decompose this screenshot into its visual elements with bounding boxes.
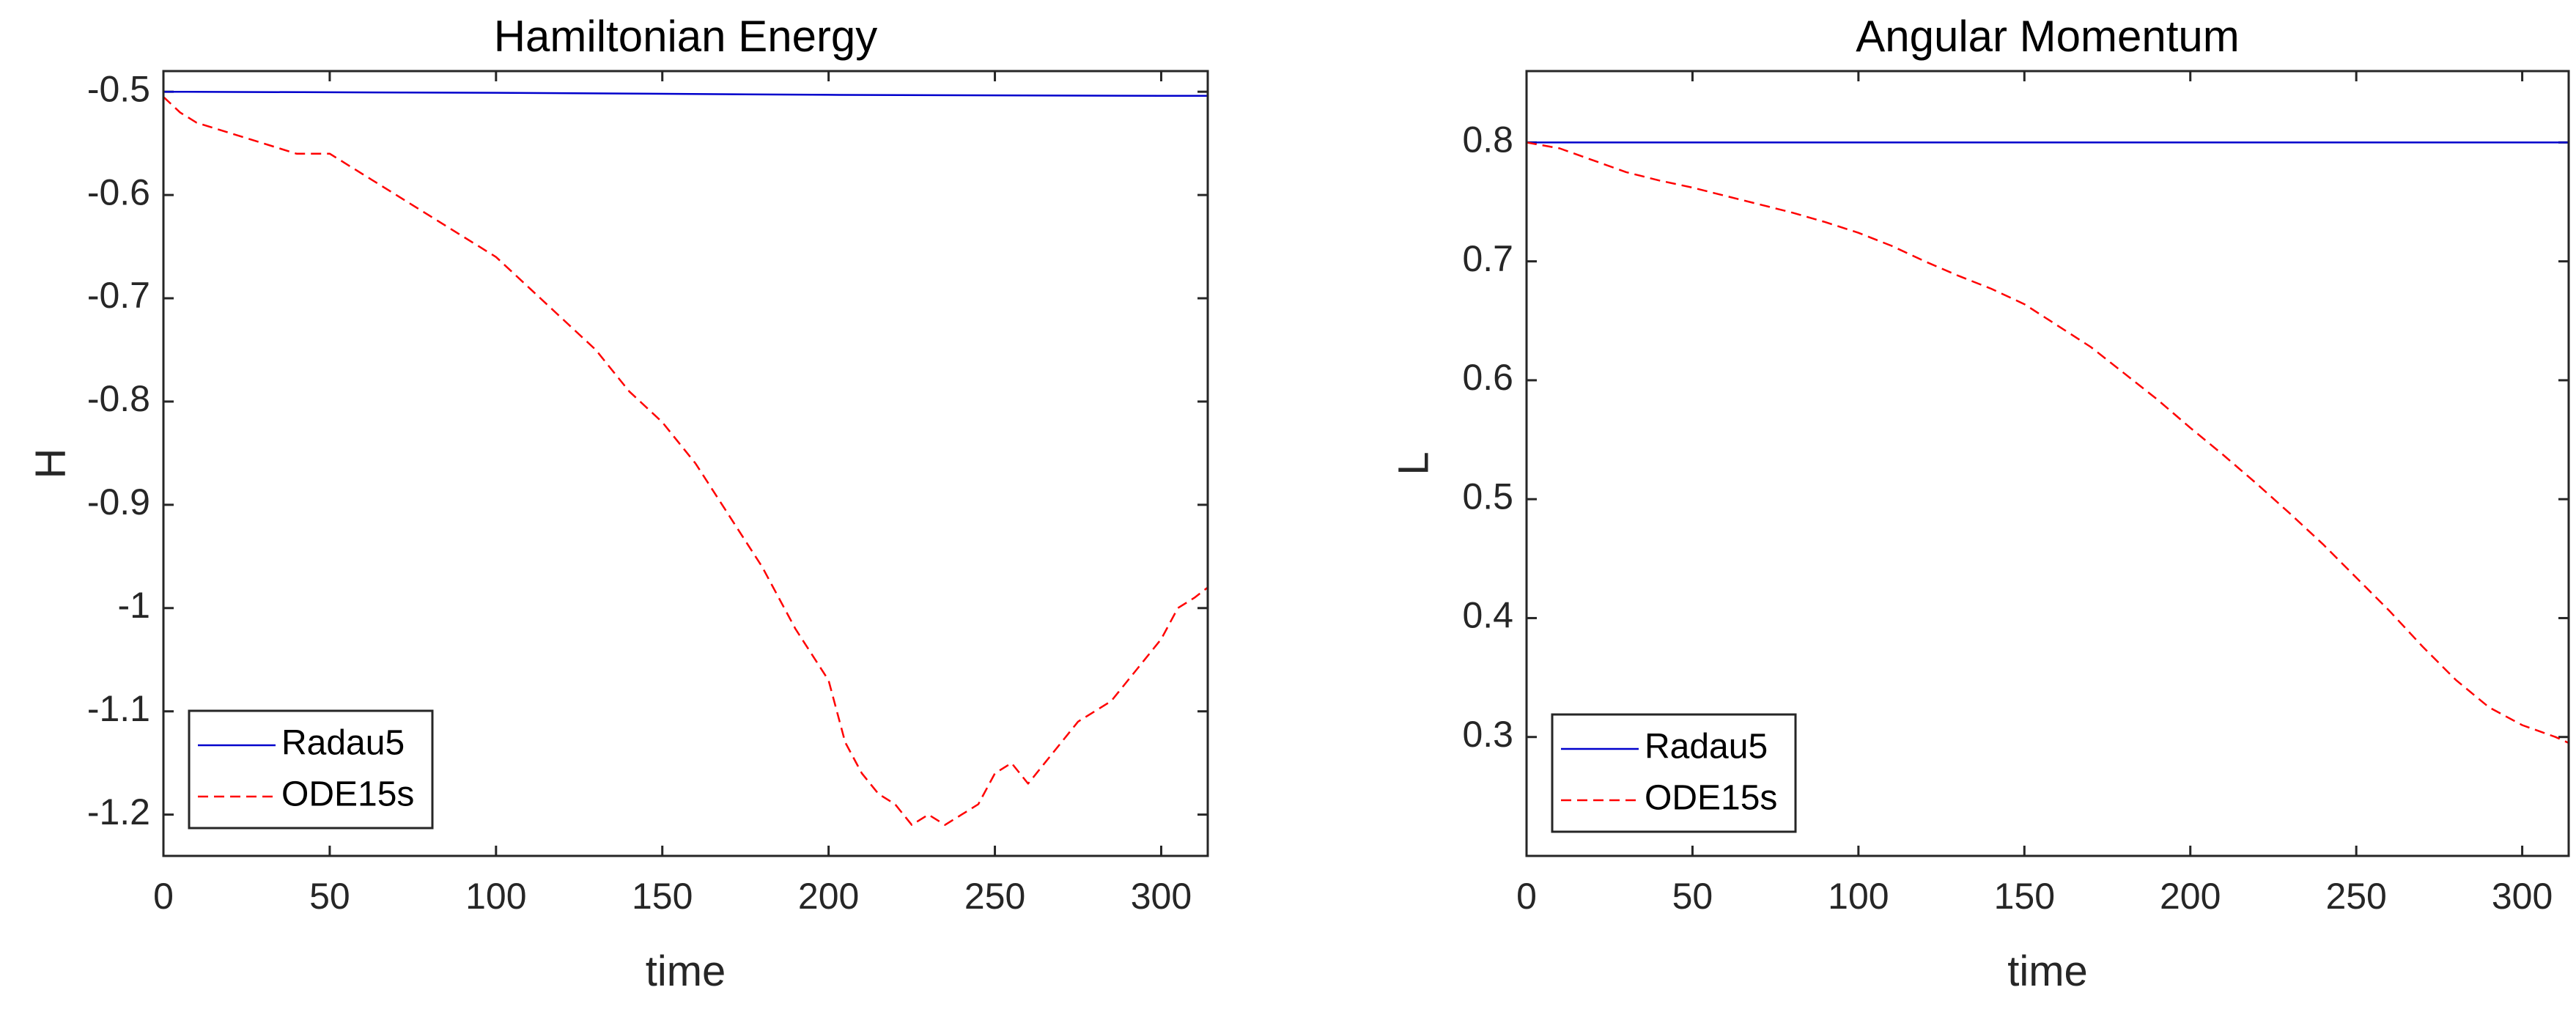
legend: Radau5 ODE15s (188, 709, 434, 830)
y-axis-label: H (26, 448, 74, 479)
x-axis-label: time (2007, 948, 2088, 995)
y-tick-label: 0.3 (1462, 714, 1513, 755)
y-tick-label: 0.6 (1462, 357, 1513, 398)
y-tick-label: -0.5 (87, 68, 150, 109)
y-tick-label: 0.5 (1462, 476, 1513, 517)
x-tick-label: 250 (2325, 876, 2386, 917)
legend-label-radau5: Radau5 (1645, 728, 1768, 767)
series-line-ode15s (1526, 141, 2569, 744)
y-tick-label: -0.7 (87, 275, 150, 316)
ticks: 0 50 100 150 200 250 300 -0.5 -0.6 -0.7 -0.8 -0.9 -1… (87, 68, 1208, 917)
legend-label-radau5: Radau5 (281, 724, 405, 763)
x-tick-label: 250 (964, 876, 1025, 917)
x-tick-label: 100 (465, 876, 526, 917)
y-tick-label: 0.4 (1462, 595, 1513, 636)
y-tick-label: -0.6 (87, 171, 150, 213)
axes-frame (1525, 70, 2570, 857)
x-tick-label: 200 (798, 876, 859, 917)
chart-angular-momentum: Angular Momentum time L 0 50 100 150 200 250 3… (1390, 12, 2570, 995)
chart-hamiltonian-energy: Hamiltonian Energy time H 0 50 100 150 200 25… (26, 12, 1209, 995)
y-axis-label: L (1390, 451, 1437, 475)
legend-box (188, 709, 434, 830)
legend-box (1551, 713, 1797, 833)
x-tick-label: 0 (1516, 876, 1537, 917)
x-tick-label: 0 (153, 876, 174, 917)
ticks: 0 50 100 150 200 250 300 0.8 0.7 0.6 0.5 0.4 0.3 (1462, 71, 2569, 917)
chart-title: Hamiltonian Energy (494, 12, 878, 61)
legend-label-ode15s: ODE15s (1645, 779, 1777, 818)
x-tick-label: 100 (1828, 876, 1889, 917)
legend-label-ode15s: ODE15s (281, 775, 414, 814)
x-tick-label: 300 (1131, 876, 1192, 917)
legend: Radau5 ODE15s (1551, 713, 1797, 833)
x-axis-label: time (646, 948, 726, 995)
y-tick-label: -0.9 (87, 481, 150, 522)
x-tick-label: 150 (1994, 876, 2055, 917)
y-tick-label: -1 (118, 585, 150, 626)
y-tick-label: -1.1 (87, 688, 150, 729)
x-tick-label: 50 (309, 876, 350, 917)
series-line-radau5 (163, 90, 1208, 97)
series-line-ode15s (163, 96, 1208, 826)
series-group (1526, 141, 2569, 744)
series-group (163, 90, 1208, 826)
x-tick-label: 150 (632, 876, 693, 917)
axes-frame (162, 70, 1209, 857)
y-tick-label: -0.8 (87, 378, 150, 419)
x-tick-label: 300 (2492, 876, 2553, 917)
y-tick-label: -1.2 (87, 791, 150, 832)
y-tick-label: 0.7 (1462, 238, 1513, 279)
x-tick-label: 50 (1672, 876, 1713, 917)
x-tick-label: 200 (2160, 876, 2221, 917)
chart-title: Angular Momentum (1856, 12, 2240, 61)
y-tick-label: 0.8 (1462, 119, 1513, 160)
